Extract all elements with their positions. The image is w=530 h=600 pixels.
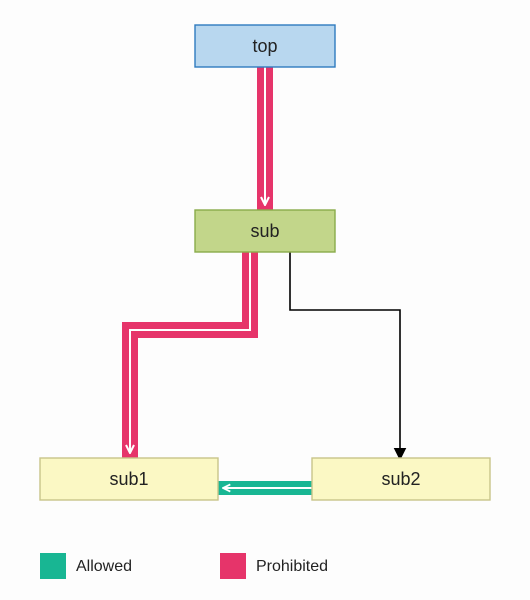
node-sub-label: sub [250, 221, 279, 241]
legend-swatch-prohibited [220, 553, 246, 579]
legend-label-prohibited: Prohibited [256, 558, 328, 575]
node-top-label: top [252, 36, 277, 56]
legend-swatch-allowed [40, 553, 66, 579]
node-sub1: sub1 [40, 458, 218, 500]
hierarchy-diagram: top sub sub1 sub2 Allowed Prohibited [0, 0, 530, 600]
legend-label-allowed: Allowed [76, 558, 132, 575]
node-sub2: sub2 [312, 458, 490, 500]
legend-item-allowed: Allowed [40, 553, 132, 579]
legend: Allowed Prohibited [40, 553, 328, 579]
node-sub1-label: sub1 [109, 469, 148, 489]
edge-sub-to-sub1 [130, 252, 250, 458]
legend-item-prohibited: Prohibited [220, 553, 328, 579]
edge-sub-to-sub2 [290, 252, 400, 458]
node-sub2-label: sub2 [381, 469, 420, 489]
node-sub: sub [195, 210, 335, 252]
node-top: top [195, 25, 335, 67]
